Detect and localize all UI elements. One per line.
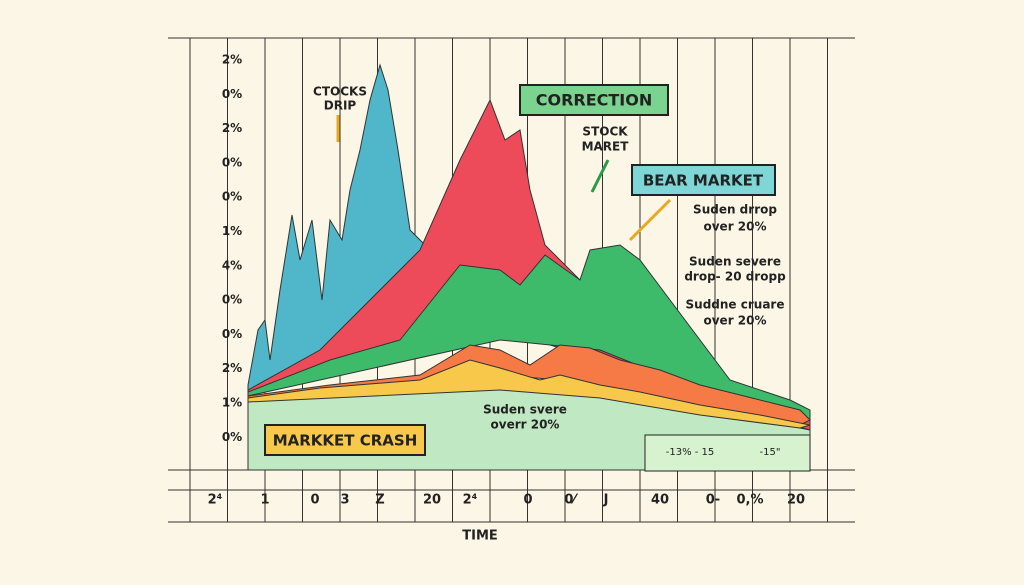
annotation: Suddne cruare: [686, 298, 785, 312]
market-crash-box: [264, 424, 426, 456]
y-tick-label: 0%: [222, 190, 242, 204]
x-tick-label: 20: [423, 493, 441, 508]
table-cell: -15": [760, 447, 781, 458]
y-tick-label: 2%: [222, 361, 242, 375]
correction-box: [519, 84, 669, 116]
annotation: overr 20%: [491, 418, 560, 432]
y-tick-label: 1%: [222, 396, 242, 410]
annotation: MARKKET CRASH: [273, 432, 418, 450]
x-tick-label: 0⁄: [564, 493, 578, 508]
annotation: Suden drrop: [693, 203, 777, 217]
x-tick-label: 0,%: [736, 493, 763, 508]
area-yellow: [247, 359, 811, 429]
x-tick-label: 2⁴: [463, 493, 478, 508]
annotation: Suden svere: [483, 403, 567, 417]
table-cell: -13% - 15: [666, 447, 715, 458]
y-tick-label: 0%: [222, 293, 242, 307]
bear-market-box: [631, 164, 776, 196]
y-tick-label: 0%: [222, 430, 242, 444]
arrow: [628, 198, 672, 242]
annotation: CTOCKS: [313, 85, 367, 99]
x-tick-label: 3: [340, 493, 349, 508]
x-tick-label: Z: [375, 493, 384, 508]
x-tick-label: 1: [260, 493, 269, 508]
arrow: [590, 159, 610, 193]
y-tick-label: 4%: [222, 258, 242, 272]
x-axis-title: TIME: [462, 529, 498, 544]
annotation: drop- 20 dropp: [684, 270, 786, 284]
x-tick-label: 40: [651, 493, 669, 508]
x-tick-label: 2⁴: [208, 493, 223, 508]
annotation: MARET: [582, 140, 630, 154]
y-tick-label: 0%: [222, 327, 242, 341]
annotation: DRIP: [324, 99, 357, 113]
annotation: BEAR MARKET: [643, 172, 764, 190]
x-tick-label: 0-: [706, 493, 720, 508]
x-tick-label: 0: [310, 493, 319, 508]
x-tick-label: J: [603, 493, 609, 508]
annotation: over 20%: [703, 314, 766, 328]
x-tick-label: 20: [787, 493, 805, 508]
y-tick-label: 0%: [222, 87, 242, 101]
y-tick-label: 2%: [222, 121, 242, 135]
x-tick-label: 0: [523, 493, 532, 508]
annotation: STOCK: [582, 125, 628, 139]
annotation: over 20%: [703, 220, 766, 234]
annotation: CORRECTION: [536, 91, 653, 110]
table-box: [644, 434, 811, 472]
y-tick-label: 2%: [222, 53, 242, 67]
annotation: Suden severe: [689, 255, 781, 269]
y-tick-label: 1%: [222, 224, 242, 238]
y-tick-label: 0%: [222, 155, 242, 169]
